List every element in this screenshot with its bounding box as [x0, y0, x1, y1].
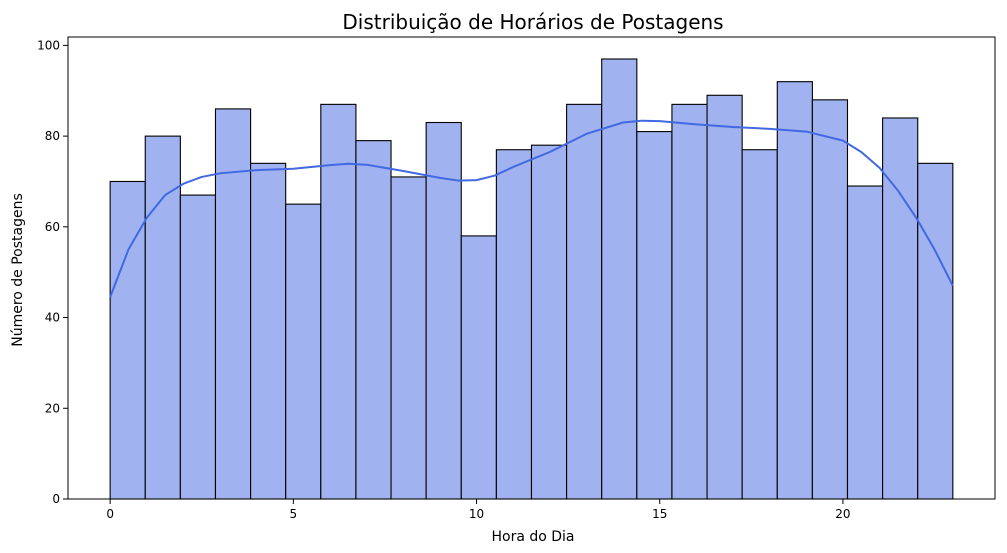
histogram-bar: [250, 162, 287, 500]
histogram-bar: [706, 94, 743, 500]
axes: [67, 36, 996, 500]
x-tick-label: 5: [290, 507, 298, 521]
histogram-bar: [882, 117, 919, 500]
histogram-bar: [320, 103, 357, 500]
histogram-bar: [179, 194, 217, 500]
y-tick-label: 0: [52, 492, 60, 506]
histogram-bar: [811, 99, 849, 500]
histogram-bar: [741, 149, 778, 500]
chart-title: Distribuição de Horários de Postagens: [342, 10, 723, 34]
histogram-bar: [285, 203, 322, 500]
histogram-bar: [460, 235, 497, 500]
y-tick-label: 60: [45, 220, 60, 234]
x-axis-ticks: 0 5 10 15 20: [106, 499, 851, 521]
x-axis-label: Hora do Dia: [491, 529, 574, 545]
histogram-bar: [214, 108, 252, 500]
histogram-bars: [109, 58, 954, 500]
histogram-bar: [530, 144, 568, 500]
plot-frame: [67, 36, 996, 500]
x-tick-label: 15: [652, 507, 667, 521]
histogram-bar: [671, 103, 708, 500]
y-axis-ticks: 0 20 40 60 80 100: [37, 38, 68, 506]
histogram-bar: [495, 149, 533, 500]
histogram-bar: [917, 162, 954, 500]
histogram-bar: [776, 81, 813, 500]
histogram-bar: [636, 131, 673, 500]
kde-curve-group: [109, 119, 954, 298]
y-axis-label: Número de Postagens: [10, 193, 26, 347]
y-tick-label: 100: [37, 38, 60, 52]
histogram-bar: [390, 176, 427, 500]
histogram-bar: [846, 185, 884, 500]
x-tick-label: 10: [469, 507, 484, 521]
histogram-bar: [425, 121, 462, 500]
x-tick-label: 20: [835, 507, 850, 521]
histogram-bar: [601, 58, 638, 500]
y-tick-label: 80: [45, 129, 60, 143]
x-tick-label: 0: [106, 507, 114, 521]
histogram-bar: [144, 135, 181, 500]
histogram-bar: [355, 140, 392, 500]
y-tick-label: 40: [45, 311, 60, 325]
y-tick-label: 20: [45, 401, 60, 415]
histogram-bar: [566, 103, 603, 500]
kde-curve: [109, 119, 954, 298]
histogram-bar: [109, 180, 146, 500]
